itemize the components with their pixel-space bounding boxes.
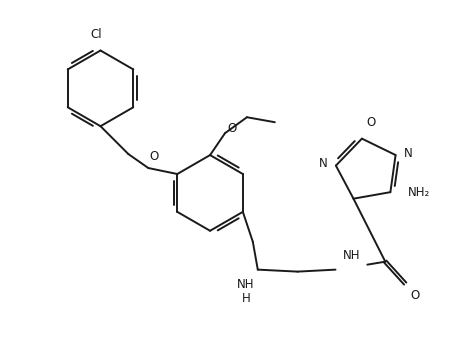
Text: Cl: Cl [91, 27, 102, 40]
Text: O: O [366, 116, 375, 129]
Text: O: O [410, 289, 420, 302]
Text: O: O [149, 150, 158, 163]
Text: NH: NH [237, 278, 255, 291]
Text: O: O [227, 122, 236, 135]
Text: NH: NH [343, 249, 360, 262]
Text: NH₂: NH₂ [409, 186, 431, 199]
Text: N: N [403, 146, 412, 159]
Text: N: N [319, 157, 328, 170]
Text: H: H [241, 291, 250, 304]
